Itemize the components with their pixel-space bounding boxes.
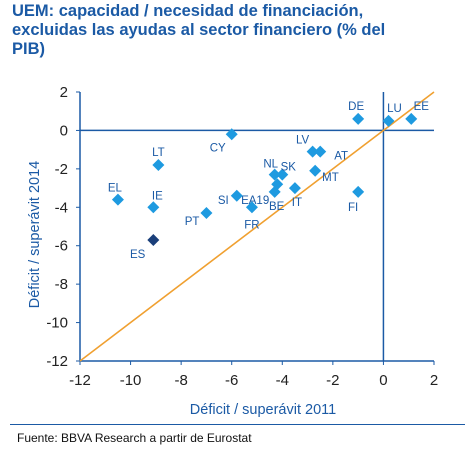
y-tick-label: -10 [46,315,68,332]
point-label-lt: LT [152,147,165,159]
point-label-es: ES [130,249,146,261]
data-point-sk [276,168,289,181]
data-point-mt [309,164,322,177]
point-label-ee: EE [414,101,430,113]
x-tick-label: 2 [430,372,438,389]
chart-title-line: UEM: capacidad / necesidad de financiaci… [12,2,364,20]
point-label-cy: CY [210,142,226,154]
point-label-si: SI [218,195,229,207]
x-tick-label: -4 [276,372,289,389]
data-point-at [314,145,327,158]
data-point-fi [352,185,365,198]
chart-title-line: excluidas las ayudas al sector financier… [12,21,386,39]
point-label-fi: FI [348,202,358,214]
point-label-be: BE [269,201,285,213]
point-label-nl: NL [263,159,278,171]
scatter-chart: -12 -10 -8 -6 -4 -2 0 2 2 0 -2 -4 -6 -8 -10 -12 Déficit … [27,84,438,418]
diagonal-line [79,91,435,362]
data-point-nl [268,168,281,181]
x-tick-label: -2 [326,372,339,389]
chart-title: UEM: capacidad / necesidad de financiaci… [12,2,467,59]
x-tick-label: -8 [174,372,187,389]
data-point-be [268,185,281,198]
point-label-at: AT [334,151,348,163]
point-label-sk: SK [281,162,297,174]
x-tick-label: -12 [69,372,91,389]
data-point-lt [152,159,165,172]
y-tick-label: -8 [55,276,68,293]
point-label-de: DE [348,101,364,113]
y-tick-label: -2 [55,161,68,178]
x-tick-label: 0 [379,372,387,389]
point-label-pt: PT [185,216,200,228]
x-tick-label: -10 [120,372,142,389]
footer-divider [10,424,465,425]
x-axis-label: Déficit / superávit 2011 [190,402,336,418]
point-label-mt: MT [322,172,339,184]
y-axis-label: Déficit / superávit 2014 [27,161,43,309]
point-label-fr: FR [244,219,259,231]
data-point-de [352,112,365,125]
point-label-el: EL [108,183,123,195]
y-tick-label: -12 [46,353,68,370]
chart-title-line: PIB) [12,40,45,58]
data-point-cy [225,128,238,141]
point-label-lv: LV [296,135,310,147]
point-label-ea19: EA19 [241,195,269,207]
data-point-it [288,182,301,195]
x-tick-label: -6 [225,372,238,389]
point-label-lu: LU [387,103,402,115]
y-tick-label: 2 [60,84,68,101]
y-tick-label: -6 [55,238,68,255]
source-note: Fuente: BBVA Research a partir de Eurost… [17,431,252,445]
point-label-it: IT [292,197,302,209]
data-point-lu [382,114,395,127]
data-point-fr [245,201,258,214]
point-label-ie: IE [152,190,163,202]
data-point-pt [200,207,213,220]
y-tick-label: -4 [55,199,68,216]
data-point-el [111,193,124,206]
y-tick-label: 0 [60,122,68,139]
data-point-es [147,233,160,246]
data-point-si [230,189,243,202]
data-point-ie [147,201,160,214]
data-point-lv [306,145,319,158]
data-point-ee [405,112,418,125]
